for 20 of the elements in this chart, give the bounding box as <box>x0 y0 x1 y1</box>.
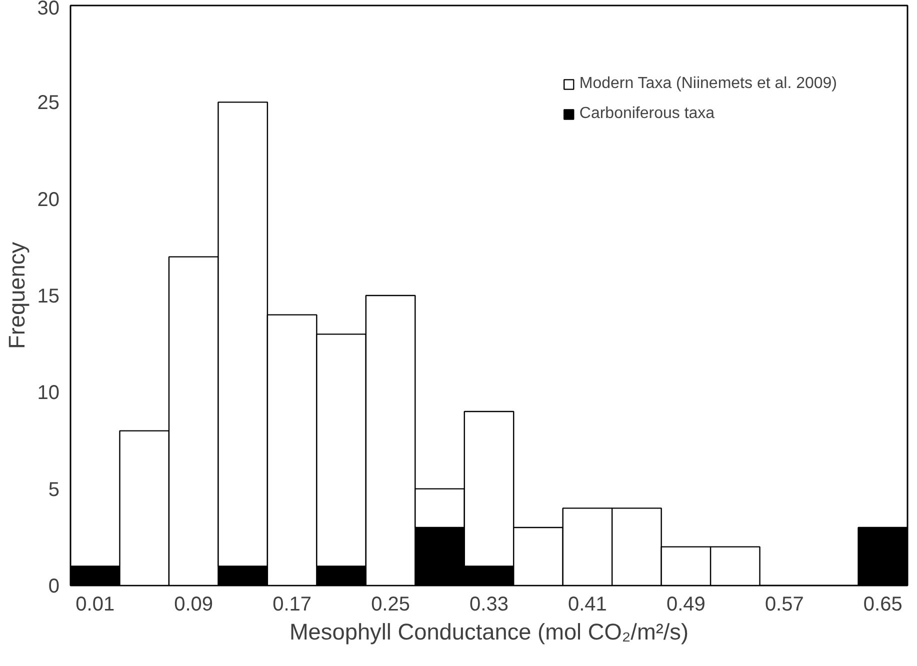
x-axis-title: Mesophyll Conductance (mol CO₂/m²/s) <box>289 618 689 644</box>
y-tick-label: 20 <box>37 188 60 211</box>
x-tick-label: 0.57 <box>764 594 804 616</box>
y-tick-label: 15 <box>37 286 60 308</box>
y-tick-label: 10 <box>37 382 60 404</box>
x-tick-label: 0.65 <box>863 594 902 616</box>
x-tick-label: 0.25 <box>371 594 410 616</box>
x-tick-label: 0.01 <box>76 594 115 616</box>
x-tick-label: 0.09 <box>174 594 214 616</box>
y-tick-label: 0 <box>48 576 60 598</box>
y-tick-label: 5 <box>48 478 60 501</box>
x-tick-label: 0.49 <box>666 594 706 616</box>
x-tick-label: 0.41 <box>568 594 607 616</box>
y-tick-label: 25 <box>37 92 60 114</box>
y-axis-title: Frequency <box>3 241 30 350</box>
x-tick-label: 0.33 <box>470 594 508 616</box>
legend-label: Modern Taxa (Niinemets et al. 2009) <box>579 75 837 93</box>
y-tick-label: 30 <box>37 0 60 20</box>
x-tick-label: 0.17 <box>272 594 312 616</box>
legend-label: Carboniferous taxa <box>579 105 715 123</box>
